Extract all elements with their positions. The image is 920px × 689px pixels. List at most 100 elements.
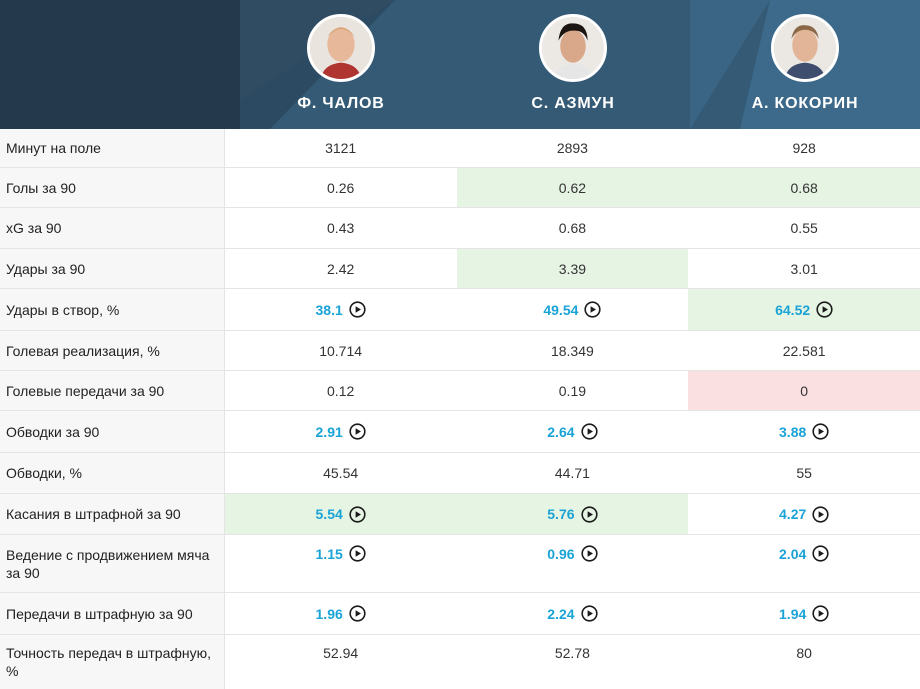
player-name[interactable]: С. АЗМУН <box>531 95 615 112</box>
player-name[interactable]: Ф. ЧАЛОВ <box>297 95 385 112</box>
stat-value: 44.71 <box>554 465 590 481</box>
stat-value-cell: 2.64 <box>457 411 689 452</box>
stat-value-link[interactable]: 5.76 <box>547 506 575 522</box>
stat-value-wrap[interactable]: 1.94 <box>779 605 829 622</box>
stat-value-wrap: 3.01 <box>791 261 818 277</box>
stat-value: 0.26 <box>327 179 355 196</box>
stat-value-wrap[interactable]: 2.64 <box>547 423 598 440</box>
play-video-icon[interactable] <box>812 605 829 622</box>
stat-value: 3121 <box>325 140 357 156</box>
stat-value-cell: 18.349 <box>457 331 689 370</box>
play-video-icon[interactable] <box>812 423 829 440</box>
stat-label: Касания в штрафной за 90 <box>0 494 225 534</box>
stat-row: Удары за 90 2.42 3.39 3.01 <box>0 249 920 289</box>
stat-value-cell: 1.15 <box>225 535 457 592</box>
stat-value-link[interactable]: 2.24 <box>547 605 575 622</box>
stat-value-wrap[interactable]: 0.96 <box>547 545 598 562</box>
stat-value-link[interactable]: 5.54 <box>315 506 343 522</box>
stat-value-link[interactable]: 0.96 <box>547 545 575 562</box>
stat-value-link[interactable]: 1.96 <box>315 605 343 622</box>
play-video-icon[interactable] <box>580 545 598 562</box>
stat-value-link[interactable]: 38.1 <box>315 301 343 318</box>
stat-value: 3.39 <box>558 260 587 277</box>
stat-value-cell: 5.76 <box>456 494 689 534</box>
stat-value-wrap[interactable]: 64.52 <box>775 301 833 318</box>
face-icon <box>542 17 604 79</box>
stat-value-cell: 4.27 <box>688 494 920 534</box>
stat-value-link[interactable]: 64.52 <box>775 301 811 318</box>
stat-row: Удары в створ, % 38.1 49.54 64.52 <box>0 289 920 331</box>
play-video-icon[interactable] <box>349 423 366 440</box>
player-column-2: С. АЗМУН <box>457 0 689 129</box>
stat-label: Голевые передачи за 90 <box>0 371 225 410</box>
stat-value: 52.94 <box>323 645 359 661</box>
play-video-icon[interactable] <box>349 505 366 523</box>
stat-value-link[interactable]: 2.04 <box>779 545 807 562</box>
stat-value-wrap: 3121 <box>325 140 356 156</box>
stat-label: Голевая реализация, % <box>0 331 225 370</box>
stat-value: 10.714 <box>319 342 363 359</box>
stat-value-wrap: 18.349 <box>551 343 594 359</box>
stat-value-wrap[interactable]: 49.54 <box>543 301 602 318</box>
stat-value-cell: 45.54 <box>225 453 457 493</box>
stat-value-wrap[interactable]: 4.27 <box>779 505 829 523</box>
stat-value-link[interactable]: 2.64 <box>547 423 575 440</box>
stat-value-wrap[interactable]: 1.96 <box>316 605 366 622</box>
stat-value-cell: 2.42 <box>225 249 457 288</box>
comparison-header: Ф. ЧАЛОВ С. АЗМУН <box>0 0 920 129</box>
stat-value-wrap[interactable]: 5.54 <box>315 505 366 523</box>
player-name[interactable]: А. КОКОРИН <box>751 95 859 112</box>
stat-label: Передачи в штрафную за 90 <box>0 593 225 634</box>
stat-value-wrap[interactable]: 2.91 <box>316 423 366 440</box>
stat-value-wrap[interactable]: 2.04 <box>779 545 829 562</box>
player-avatar-chalov[interactable] <box>307 14 375 82</box>
stat-value-wrap[interactable]: 3.88 <box>779 423 829 440</box>
play-video-icon[interactable] <box>816 301 833 318</box>
play-video-icon[interactable] <box>580 605 598 622</box>
stat-value-link[interactable]: 1.15 <box>315 545 343 562</box>
stat-value-link[interactable]: 2.91 <box>315 423 343 440</box>
stat-row: Минут на поле 3121 2893 928 <box>0 129 920 168</box>
stat-label: Обводки, % <box>0 453 225 493</box>
stat-value-wrap: 0.43 <box>327 220 354 236</box>
stat-value-cell: 0.55 <box>688 208 920 248</box>
stat-value-link[interactable]: 3.88 <box>779 423 807 440</box>
play-video-icon[interactable] <box>580 505 598 523</box>
stat-value-wrap: 55 <box>796 465 812 481</box>
stat-value-cell: 52.94 <box>225 635 457 689</box>
stat-value-wrap: 0.26 <box>327 180 354 196</box>
play-video-icon[interactable] <box>812 545 829 562</box>
stat-value: 0 <box>800 382 809 399</box>
play-video-icon[interactable] <box>349 605 366 622</box>
stat-value-cell: 3.88 <box>688 411 920 452</box>
stat-value-wrap: 52.78 <box>555 645 590 661</box>
stat-value-cell: 3.01 <box>688 249 920 288</box>
stat-value-cell: 0 <box>688 371 920 410</box>
stat-value-cell: 0.96 <box>457 535 689 592</box>
stat-value-wrap: 80 <box>796 645 812 661</box>
stat-value-link[interactable]: 49.54 <box>543 301 579 318</box>
stat-label: Обводки за 90 <box>0 411 225 452</box>
stat-value-cell: 2893 <box>457 129 689 167</box>
stat-value-cell: 5.54 <box>224 494 457 534</box>
stat-value: 52.78 <box>554 645 590 661</box>
player-avatar-azmun[interactable] <box>539 14 607 82</box>
play-video-icon[interactable] <box>349 301 366 318</box>
stat-value: 2893 <box>556 140 588 156</box>
stat-value-wrap[interactable]: 2.24 <box>547 605 598 622</box>
play-video-icon[interactable] <box>812 505 829 523</box>
stat-value-wrap: 52.94 <box>323 645 358 661</box>
play-video-icon[interactable] <box>584 301 602 318</box>
stat-value-link[interactable]: 4.27 <box>779 506 807 522</box>
stat-value-link[interactable]: 1.94 <box>779 605 807 622</box>
face-icon <box>310 17 372 79</box>
stat-value-wrap[interactable]: 5.76 <box>547 505 598 523</box>
face-icon <box>774 17 836 79</box>
stat-value: 45.54 <box>323 465 359 481</box>
play-video-icon[interactable] <box>349 545 366 562</box>
player-avatar-kokorin[interactable] <box>771 14 839 82</box>
stat-value: 0.12 <box>327 382 355 399</box>
play-video-icon[interactable] <box>580 423 598 440</box>
stat-value-wrap[interactable]: 38.1 <box>316 301 366 318</box>
stat-value-wrap[interactable]: 1.15 <box>316 545 366 562</box>
